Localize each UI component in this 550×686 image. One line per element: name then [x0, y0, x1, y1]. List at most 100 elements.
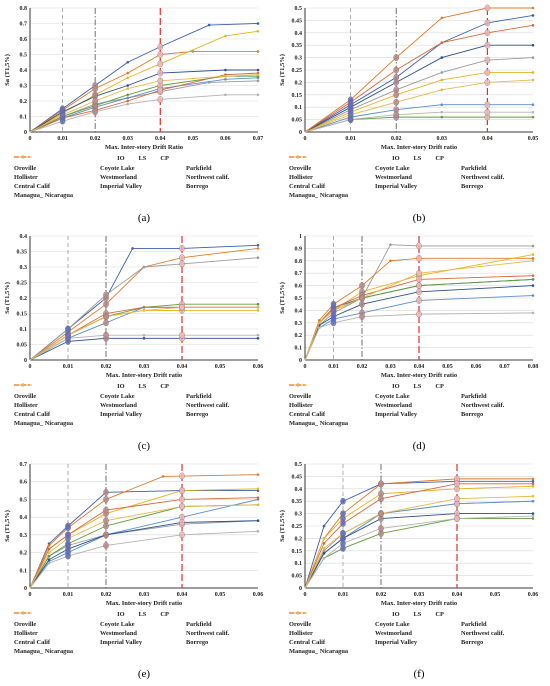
data-point	[440, 16, 444, 20]
legend-item-record: Central Calif	[289, 383, 375, 418]
x-tick-label: 0.04	[177, 592, 188, 598]
x-tick-label: 0.01	[345, 136, 356, 142]
legend-item-ls: LS	[289, 155, 421, 162]
legend-label: Northwest calif.	[461, 401, 505, 409]
legend-item-record: Parkfield	[289, 383, 547, 400]
y-tick-label: 0.2	[20, 296, 28, 302]
legend-label: Northwest calif.	[461, 173, 505, 181]
data-point	[256, 519, 260, 522]
legend-label: Imperial Valley	[375, 638, 418, 646]
y-tick-label: 0.3	[20, 84, 28, 90]
legend-item-record: Oroville	[289, 383, 375, 400]
data-point	[531, 71, 535, 74]
y-tick-label: 0.3	[20, 265, 28, 271]
data-point	[440, 78, 444, 82]
limit-marker	[179, 254, 185, 262]
legend-item-record: Imperial Valley	[14, 155, 186, 190]
data-point	[126, 102, 130, 106]
legend-label: Parkfield	[461, 620, 487, 628]
legend-label: LS	[138, 611, 147, 618]
legend-label: Parkfield	[186, 620, 212, 628]
data-point	[440, 88, 444, 92]
legend-label: Managua_ Nicaragua	[289, 419, 349, 427]
legend-label: Borrego	[186, 638, 209, 646]
x-tick-label: 0.04	[177, 364, 188, 370]
legend-item-ls: LS	[14, 383, 146, 390]
limit-marker	[484, 101, 491, 109]
data-point	[531, 110, 535, 114]
legend-label: CP	[435, 155, 444, 162]
y-axis-label: Sa (T1,5%)	[279, 510, 286, 542]
x-tick-label: 0.05	[528, 136, 539, 142]
y-tick-label: 0.7	[295, 271, 303, 277]
x-axis-label: Max. Inter-story Drift ratio	[106, 372, 182, 379]
data-point	[142, 265, 146, 269]
x-tick-label: 0.02	[101, 592, 112, 598]
limit-marker	[454, 495, 460, 503]
legend-swatch	[289, 155, 307, 159]
x-tick-label: 0.05	[442, 364, 453, 370]
legend-label: Oroville	[289, 620, 312, 628]
limit-marker	[65, 524, 71, 532]
legend-item-record: Parkfield	[289, 611, 547, 628]
legend-label: Hollister	[14, 629, 38, 637]
data-point	[317, 319, 321, 322]
legend-item-record: Westmorland	[14, 155, 186, 181]
limit-marker	[484, 69, 491, 76]
legend-label: Parkfield	[186, 392, 212, 400]
series-line	[29, 337, 258, 361]
data-point	[317, 326, 321, 330]
legend-item-record: Imperial Valley	[289, 155, 461, 190]
legend-label: IO	[117, 611, 125, 618]
legend-item-record: Imperial Valley	[14, 611, 186, 646]
data-point	[531, 43, 535, 47]
subfigure-caption: (f)	[413, 668, 425, 680]
x-tick-label: 0.03	[414, 592, 425, 598]
subfigure-caption: (d)	[412, 440, 426, 452]
series-line	[304, 500, 534, 589]
data-point	[256, 93, 260, 97]
chart-svg: 0 0.05 0.1 0.15 0.2 0.25 0.3 0.35 0.4 0.45 0.5 0 0.0…	[279, 462, 538, 607]
limit-marker	[416, 288, 422, 296]
legend-item-record: Managua_ Nicaragua	[14, 155, 100, 199]
legend-swatch	[289, 383, 307, 387]
x-tick-label: 0.05	[490, 592, 501, 598]
data-point	[256, 503, 260, 507]
y-tick-label: 0.5	[20, 497, 28, 503]
y-tick-label: 0.4	[295, 31, 303, 37]
data-point	[142, 333, 146, 337]
subfigure-caption: (a)	[137, 212, 151, 224]
limit-marker	[103, 331, 109, 339]
legend-item-record: Imperial Valley	[289, 611, 461, 646]
legend-label: Westmorland	[100, 401, 137, 409]
y-tick-label: 0.5	[295, 296, 303, 302]
y-tick-label: 0.25	[292, 524, 303, 530]
data-point	[224, 68, 227, 72]
series-line	[29, 306, 258, 361]
legend-label: Borrego	[186, 410, 209, 418]
limit-marker	[393, 98, 399, 106]
series-line	[304, 285, 534, 361]
series-line	[304, 111, 533, 133]
limit-marker	[347, 98, 354, 106]
y-tick-label: 0	[299, 586, 302, 592]
legend-item-cp: CP	[289, 383, 444, 390]
x-tick-label: 0	[29, 592, 32, 598]
legend-item-record: Borrego	[289, 611, 547, 646]
legend-label: Borrego	[461, 638, 484, 646]
legend-label: Northwest calif.	[186, 629, 230, 637]
series-line	[29, 334, 258, 361]
legend-label: IO	[392, 611, 400, 618]
data-point	[531, 294, 535, 297]
x-tick-label: 0.03	[385, 364, 396, 370]
legend-item-record: Hollister	[14, 155, 100, 181]
legend-label: Borrego	[186, 182, 209, 190]
y-tick-label: 0.45	[292, 18, 303, 24]
legend-label: Hollister	[14, 173, 38, 181]
limit-marker	[416, 254, 422, 262]
x-axis-label: Max. Inter-story Drift ratio	[381, 144, 457, 151]
legend-item-record: Central Calif	[14, 155, 100, 190]
legend: IO LS CP Oroville Coyote Lake Parkfield Hollis…	[14, 154, 272, 199]
legend-item-record: Imperial Valley	[289, 383, 461, 418]
x-tick-label: 0	[304, 364, 307, 370]
